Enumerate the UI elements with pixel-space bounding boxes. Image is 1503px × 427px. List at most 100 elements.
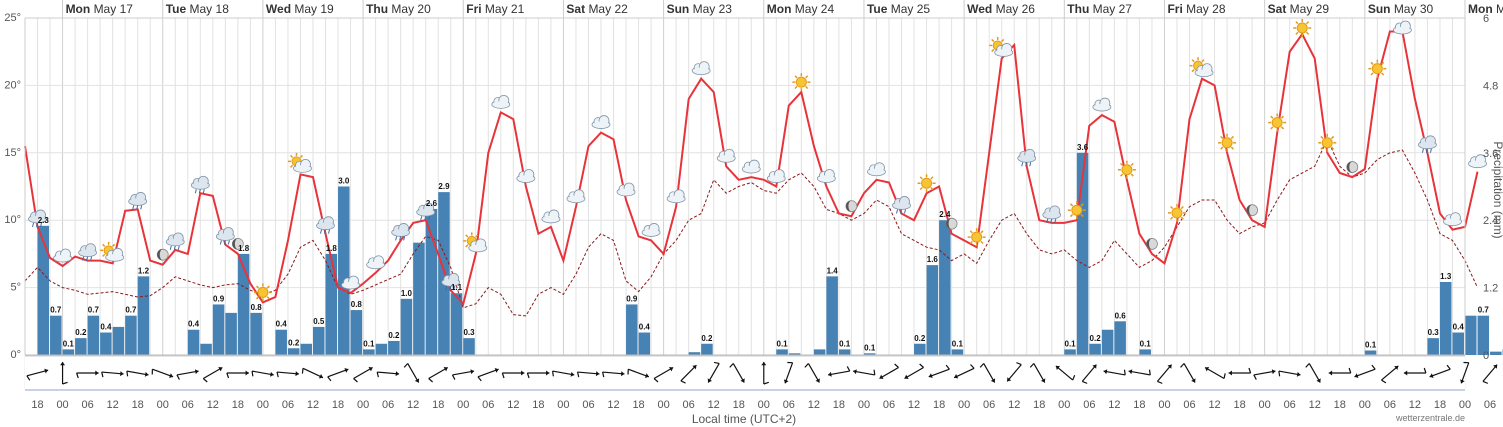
wind-head <box>707 378 713 383</box>
cloud-icon <box>566 189 586 204</box>
wind-arrow-icon <box>1204 366 1226 380</box>
precip-value: 1.6 <box>927 255 939 264</box>
precip-bar <box>1477 315 1490 355</box>
wind-barb <box>713 361 720 365</box>
sun-ray <box>991 48 995 52</box>
y-tick-left: 20° <box>4 79 21 91</box>
y-axis-right-label: Precipitation (mm) <box>1491 141 1503 238</box>
x-axis-label: Local time (UTC+2) <box>692 412 796 426</box>
wind-barb <box>1253 374 1257 380</box>
cloud-fill <box>593 121 609 128</box>
moon-icon <box>1246 204 1259 217</box>
wind-head <box>1055 365 1061 370</box>
cloud-icon <box>1392 20 1412 35</box>
wind-arrow-icon <box>301 367 324 379</box>
wind-shaft <box>1482 364 1498 382</box>
x-tick: 06 <box>1484 399 1496 411</box>
wind-barb <box>327 376 332 382</box>
wind-arrow-icon <box>827 366 851 377</box>
sun-ray <box>1120 173 1124 177</box>
precip-bar <box>338 186 350 355</box>
sun-ray <box>1120 162 1124 167</box>
cloud-icon <box>1443 212 1462 227</box>
precip-bar <box>62 349 75 355</box>
precip-value: 2.9 <box>438 182 450 191</box>
x-tick: 00 <box>1058 399 1070 411</box>
x-tick: 06 <box>1083 399 1095 411</box>
wind-head <box>218 366 223 372</box>
cloud-fill <box>995 49 1012 56</box>
sun-ray <box>805 75 809 79</box>
day-label: Tue May 18 <box>166 2 229 16</box>
precip-value: 0.1 <box>777 339 789 348</box>
x-tick: 00 <box>958 399 970 411</box>
precip-bar <box>275 329 287 355</box>
x-tick: 18 <box>933 399 945 411</box>
wind-shaft <box>552 370 575 376</box>
x-tick: 12 <box>407 399 419 411</box>
sun-disc <box>795 76 807 88</box>
rain-drop <box>896 209 899 214</box>
wind-shaft <box>202 366 223 380</box>
wind-shaft <box>126 370 149 376</box>
wind-head <box>494 368 499 373</box>
wind-head <box>1460 379 1465 384</box>
rain-drop <box>904 209 907 214</box>
rain-drop <box>445 286 448 291</box>
weather-icons <box>28 19 1487 302</box>
precip-value: 0.4 <box>1453 323 1465 332</box>
x-tick: 06 <box>783 399 795 411</box>
wind-arrow-icon <box>151 368 174 378</box>
wind-arrow-icon <box>477 368 499 382</box>
wind-shaft <box>101 371 124 375</box>
rain-drop <box>420 216 423 221</box>
precip-bar <box>37 225 50 355</box>
x-tick: 18 <box>432 399 444 411</box>
sun-ray <box>969 230 973 234</box>
rain-drop <box>227 240 230 245</box>
moon-icon <box>1346 161 1359 173</box>
sun-ray <box>1080 203 1084 207</box>
credit-text: wetterzentrale.de <box>1395 413 1465 423</box>
sun-ray <box>256 285 260 289</box>
x-tick: 12 <box>307 399 319 411</box>
cloud-icon <box>591 115 611 129</box>
wind-barb <box>1223 373 1226 379</box>
wind-shaft <box>827 370 850 376</box>
sun-ray <box>1180 206 1184 210</box>
wind-shaft <box>251 370 274 376</box>
day-label: Mon May 31 <box>1468 2 1503 16</box>
y-tick-right: 3.6 <box>1483 148 1498 160</box>
wind-barb <box>126 371 129 377</box>
sun-ray <box>1270 126 1274 130</box>
precip-bar <box>375 343 388 355</box>
x-tick: 18 <box>31 399 43 411</box>
precip-bar <box>212 304 225 355</box>
rain-cloud-icon <box>1418 135 1437 153</box>
wind-barb <box>26 375 31 381</box>
rain-drop <box>219 240 222 245</box>
wind-arrow-icon <box>979 363 996 383</box>
precip-bar <box>626 304 638 355</box>
cloud-icon <box>491 94 511 109</box>
wind-barb <box>428 378 434 383</box>
rain-drop <box>424 216 427 221</box>
wind-arrow-icon <box>853 369 876 376</box>
rain-drop <box>82 256 85 261</box>
cloud-icon <box>867 162 886 177</box>
x-tick: 12 <box>908 399 920 411</box>
precip-bar <box>87 315 100 355</box>
x-tick: 00 <box>56 399 68 411</box>
precip-value: 0.7 <box>125 306 137 315</box>
x-tick: 00 <box>758 399 770 411</box>
rain-drop <box>1054 218 1057 224</box>
y-tick-right: 6 <box>1483 13 1489 25</box>
precip-value: 0.5 <box>313 317 325 326</box>
precip-value: 0.4 <box>276 320 288 329</box>
precip-value: 0.2 <box>1090 334 1102 343</box>
cloud-icon <box>691 61 711 76</box>
wind-barb <box>979 363 985 368</box>
x-tick: 06 <box>482 399 494 411</box>
precip-bar <box>50 315 62 355</box>
sun-ray <box>1295 21 1299 25</box>
